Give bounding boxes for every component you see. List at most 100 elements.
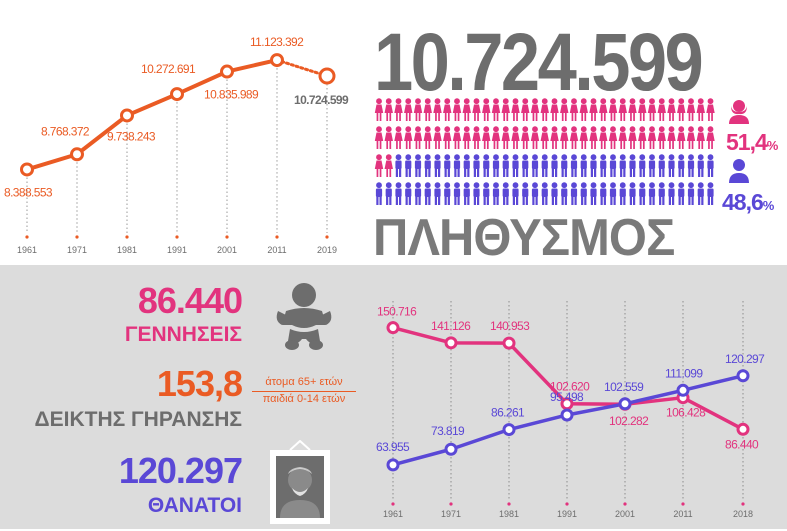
- female-person-icon: [677, 98, 686, 121]
- deaths-data-label: 111.099: [665, 366, 703, 380]
- male-person-icon: [473, 182, 480, 205]
- male-person-icon: [522, 182, 529, 205]
- female-person-icon: [413, 126, 423, 149]
- male-person-icon: [483, 182, 490, 205]
- deaths-data-label: 86.261: [491, 406, 525, 420]
- male-person-icon: [629, 154, 636, 177]
- births-data-label: 86.440: [725, 437, 759, 451]
- pop-data-point: [20, 162, 34, 177]
- male-person-icon: [531, 182, 539, 205]
- male-person-icon: [473, 154, 480, 177]
- pop-data-label: 9.738.243: [107, 129, 156, 143]
- male-person-icon: [512, 154, 519, 177]
- female-person-icon: [638, 126, 647, 149]
- female-person-icon: [413, 98, 423, 121]
- male-person-icon: [541, 154, 548, 177]
- pop-axis-tick: [125, 235, 129, 239]
- female-person-icon: [618, 126, 627, 149]
- male-person-icon: [561, 182, 568, 205]
- aging-index-denominator: παιδιά 0-14 ετών: [262, 392, 346, 405]
- male-person-icon: [561, 154, 568, 177]
- vital-x-tick-label: 2011: [673, 509, 692, 519]
- female-person-icon: [599, 98, 608, 121]
- population-title: ΠΛΗΘΥΣΜΟΣ: [373, 209, 675, 267]
- male-person-icon: [609, 154, 617, 177]
- pop-x-tick-label: 1981: [117, 245, 137, 255]
- male-person-icon: [590, 182, 597, 205]
- male-person-icon: [463, 182, 470, 205]
- male-person-icon: [395, 182, 402, 205]
- female-person-icon: [618, 98, 627, 121]
- female-person-icon: [462, 98, 471, 121]
- vital-axis-tick: [681, 502, 685, 506]
- female-person-icon: [589, 98, 598, 121]
- male-person-icon: [570, 154, 578, 177]
- female-person-icon: [384, 126, 393, 149]
- male-person-icon: [405, 182, 412, 205]
- female-person-icon: [667, 98, 676, 121]
- population-line-chart: 1961 1971 1981 1991 2001 2011 2019 8.388.553 8.7…: [4, 35, 350, 255]
- births-data-label: 102.282: [609, 414, 649, 428]
- births-label: ΓΕΝΝΗΣΕΙΣ: [124, 323, 242, 346]
- pop-x-tick-label: 1971: [67, 245, 87, 255]
- deaths-data-label: 102.559: [604, 380, 644, 394]
- female-person-icon: [482, 98, 491, 121]
- male-person-icon: [502, 154, 509, 177]
- vital-x-tick-label: 1971: [441, 509, 461, 519]
- male-person-icon: [639, 182, 646, 205]
- female-person-icon: [530, 98, 540, 121]
- male-person-icon: [444, 154, 451, 177]
- vital-x-tick-label: 1991: [557, 509, 577, 519]
- births-data-point: [736, 422, 750, 436]
- vital-x-tick-label: 1961: [383, 509, 403, 519]
- male-person-icon: [658, 182, 665, 205]
- female-person-icon: [686, 98, 696, 121]
- female-person-icon: [394, 126, 403, 149]
- male-person-icon: [424, 154, 431, 177]
- pop-data-point: [70, 147, 84, 162]
- deaths-label: ΘΑΝΑΤΟΙ: [147, 494, 242, 517]
- female-person-icon: [443, 98, 452, 121]
- female-person-icon: [647, 126, 657, 149]
- pop-x-tick-label: 2001: [217, 245, 237, 255]
- pop-series-projection: [275, 58, 329, 78]
- births-data-point: [386, 321, 400, 335]
- female-person-icon: [511, 126, 520, 149]
- male-person-icon: [395, 154, 402, 177]
- elderly-portrait-icon: [268, 439, 332, 531]
- male-person-icon: [483, 154, 490, 177]
- female-person-icon: [374, 98, 384, 121]
- pop-data-point: [270, 53, 284, 68]
- births-data-label: 141.126: [431, 319, 471, 333]
- pop-axis-tick: [225, 235, 229, 239]
- female-person-icon: [550, 98, 559, 121]
- deaths-data-point: [502, 423, 516, 437]
- deaths-data-label: 63.955: [376, 440, 410, 454]
- male-person-icon: [609, 182, 617, 205]
- male-person-icon: [405, 154, 412, 177]
- female-person-icon: [384, 98, 393, 121]
- female-person-icon: [686, 126, 696, 149]
- pop-axis-tick: [175, 235, 179, 239]
- male-person-icon: [580, 182, 587, 205]
- male-person-icon: [697, 182, 704, 205]
- female-person-icon: [433, 98, 442, 121]
- female-person-icon: [696, 98, 705, 121]
- aging-index-ratio: άτομα 65+ ετών παιδιά 0-14 ετών: [252, 375, 356, 408]
- gender-pictogram: [374, 98, 715, 205]
- pop-x-tick-label: 1961: [17, 245, 37, 255]
- male-person-icon: [463, 154, 470, 177]
- pop-x-tick-label: 2011: [267, 245, 286, 255]
- female-person-icon: [628, 126, 637, 149]
- female-person-icon: [638, 98, 647, 121]
- male-person-icon: [629, 182, 636, 205]
- births-data-label: 150.716: [377, 305, 417, 319]
- births-data-point: [444, 336, 458, 350]
- female-person-icon: [560, 126, 569, 149]
- male-person-icon: [531, 154, 539, 177]
- pop-data-point: [220, 64, 234, 79]
- male-person-icon: [453, 182, 461, 205]
- female-person-icon: [540, 126, 549, 149]
- female-person-icon: [384, 154, 393, 177]
- female-person-icon: [657, 98, 666, 121]
